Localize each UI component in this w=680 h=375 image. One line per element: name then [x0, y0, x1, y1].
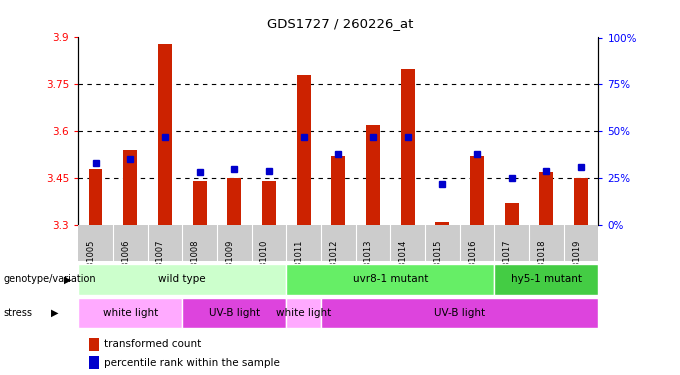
- Bar: [331, 156, 345, 225]
- Bar: [78, 264, 286, 295]
- Text: GDS1727 / 260226_at: GDS1727 / 260226_at: [267, 17, 413, 30]
- Text: UV-B light: UV-B light: [434, 308, 486, 318]
- Text: stress: stress: [3, 308, 33, 318]
- Bar: [123, 150, 137, 225]
- Bar: [78, 298, 182, 328]
- Text: percentile rank within the sample: percentile rank within the sample: [104, 358, 280, 368]
- Bar: [88, 169, 103, 225]
- Bar: [192, 181, 207, 225]
- Text: genotype/variation: genotype/variation: [3, 274, 96, 284]
- Bar: [296, 75, 311, 225]
- Text: uvr8-1 mutant: uvr8-1 mutant: [353, 274, 428, 284]
- Bar: [321, 298, 598, 328]
- Bar: [182, 298, 286, 328]
- Bar: [470, 156, 484, 225]
- Bar: [494, 264, 598, 295]
- Bar: [505, 203, 519, 225]
- Text: ▶: ▶: [50, 308, 58, 318]
- Bar: [435, 222, 449, 225]
- Bar: [539, 172, 554, 225]
- Bar: [286, 298, 321, 328]
- Bar: [574, 178, 588, 225]
- Text: ▶: ▶: [64, 274, 72, 284]
- Bar: [227, 178, 241, 225]
- Text: white light: white light: [103, 308, 158, 318]
- Bar: [262, 181, 276, 225]
- Bar: [401, 69, 415, 225]
- Text: hy5-1 mutant: hy5-1 mutant: [511, 274, 582, 284]
- Bar: [88, 338, 99, 351]
- Bar: [286, 264, 494, 295]
- Text: UV-B light: UV-B light: [209, 308, 260, 318]
- Bar: [158, 44, 172, 225]
- Text: white light: white light: [276, 308, 331, 318]
- Text: transformed count: transformed count: [104, 339, 201, 349]
- Text: wild type: wild type: [158, 274, 206, 284]
- Bar: [366, 125, 380, 225]
- Bar: [88, 356, 99, 369]
